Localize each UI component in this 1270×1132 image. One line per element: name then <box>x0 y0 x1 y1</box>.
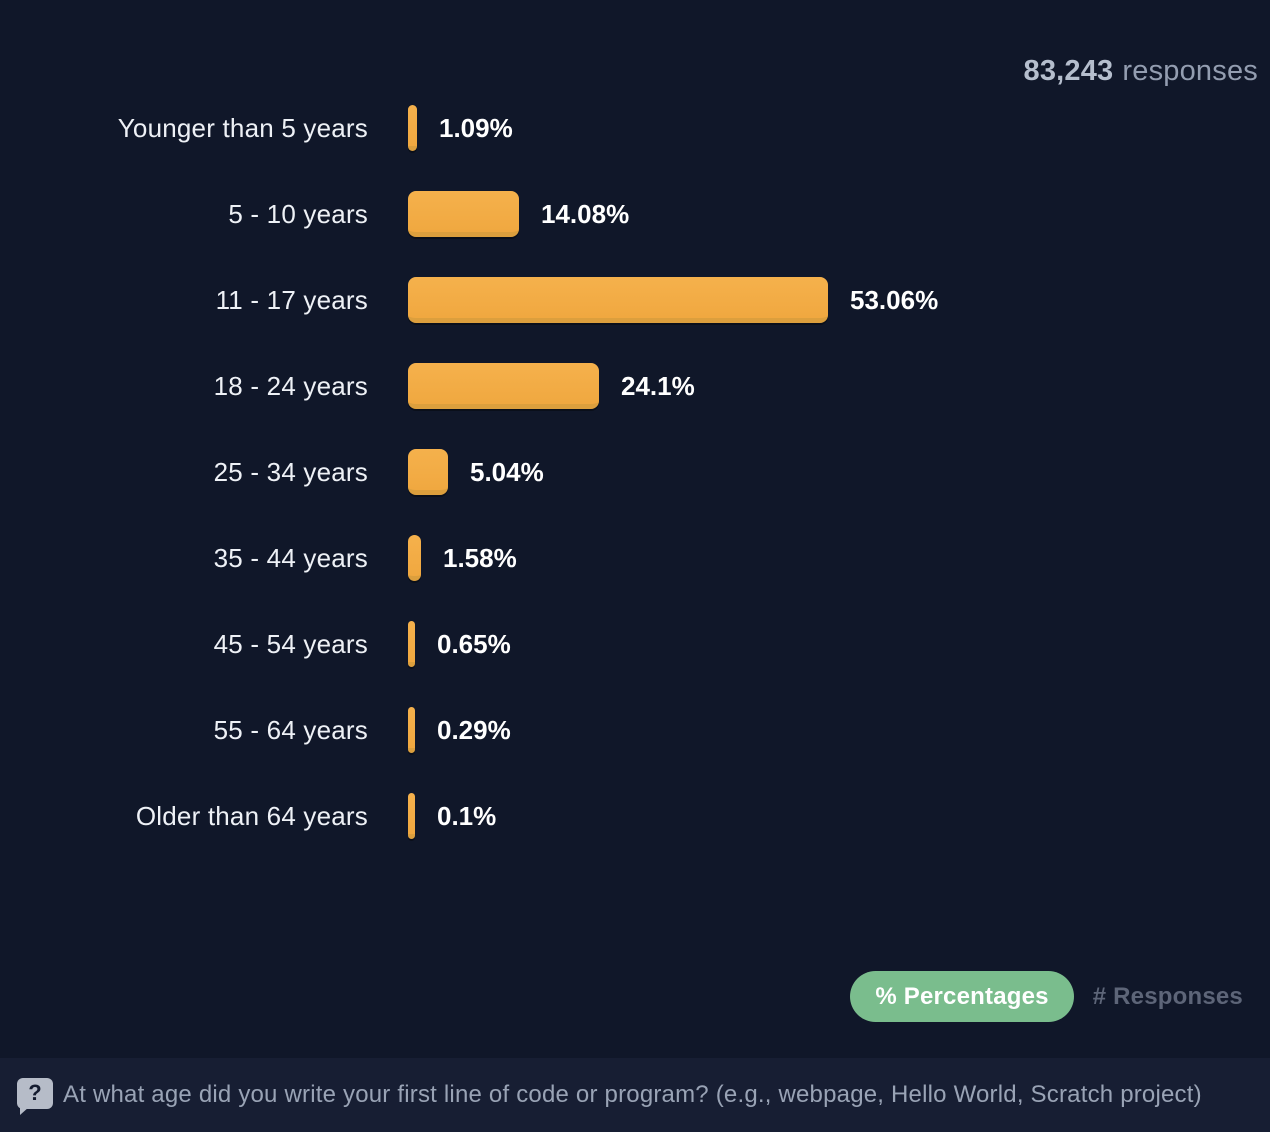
category-label: 18 - 24 years <box>213 370 368 401</box>
category-label: 45 - 54 years <box>213 628 368 659</box>
responses-header: 83,243 responses <box>1023 55 1258 88</box>
chart-row: Younger than 5 years 1.09% <box>0 85 1270 171</box>
chart-row: 25 - 34 years 5.04% <box>0 429 1270 515</box>
question-mark-glyph: ? <box>28 1080 42 1105</box>
bar[interactable] <box>408 535 421 581</box>
value-label: 1.58% <box>443 542 517 573</box>
chart-row: 11 - 17 years 53.06% <box>0 257 1270 343</box>
category-label: 25 - 34 years <box>213 456 368 487</box>
question-footer: ? At what age did you write your first l… <box>0 1058 1270 1132</box>
value-label: 5.04% <box>470 456 544 487</box>
value-label: 0.1% <box>437 800 497 831</box>
responses-count: 83,243 <box>1023 55 1114 87</box>
value-label: 24.1% <box>621 370 695 401</box>
category-label: 5 - 10 years <box>228 198 368 229</box>
responses-count-label: responses <box>1122 55 1258 87</box>
responses-toggle-button[interactable]: # Responses <box>1092 982 1243 1010</box>
bar[interactable] <box>408 621 415 667</box>
category-label: 55 - 64 years <box>213 714 368 745</box>
category-label: 35 - 44 years <box>213 542 368 573</box>
value-label: 1.09% <box>439 112 513 143</box>
question-mark-icon: ? <box>17 1077 53 1115</box>
bar[interactable] <box>408 363 599 409</box>
value-label: 0.29% <box>437 714 511 745</box>
percentages-toggle-button[interactable]: % Percentages <box>850 971 1074 1022</box>
chart-row: Older than 64 years 0.1% <box>0 773 1270 859</box>
chart-row: 45 - 54 years 0.65% <box>0 601 1270 687</box>
value-label: 0.65% <box>437 628 511 659</box>
category-label: 11 - 17 years <box>215 284 368 315</box>
chart-row: 55 - 64 years 0.29% <box>0 687 1270 773</box>
chart-row: 35 - 44 years 1.58% <box>0 515 1270 601</box>
value-label: 14.08% <box>541 198 630 229</box>
display-mode-toggle: % Percentages # Responses <box>850 971 1243 1022</box>
chart-row: 18 - 24 years 24.1% <box>0 343 1270 429</box>
value-label: 53.06% <box>850 284 939 315</box>
bar[interactable] <box>408 277 828 323</box>
bar[interactable] <box>408 707 415 753</box>
category-label: Younger than 5 years <box>117 112 368 143</box>
bar[interactable] <box>408 793 415 839</box>
category-label: Older than 64 years <box>135 800 368 831</box>
chart-row: 5 - 10 years 14.08% <box>0 171 1270 257</box>
survey-question-text: At what age did you write your first lin… <box>63 1081 1202 1108</box>
bar[interactable] <box>408 449 448 495</box>
age-bar-chart: Younger than 5 years 1.09% 5 - 10 years 14.… <box>0 85 1270 859</box>
bar[interactable] <box>408 105 417 151</box>
bar[interactable] <box>408 191 519 237</box>
